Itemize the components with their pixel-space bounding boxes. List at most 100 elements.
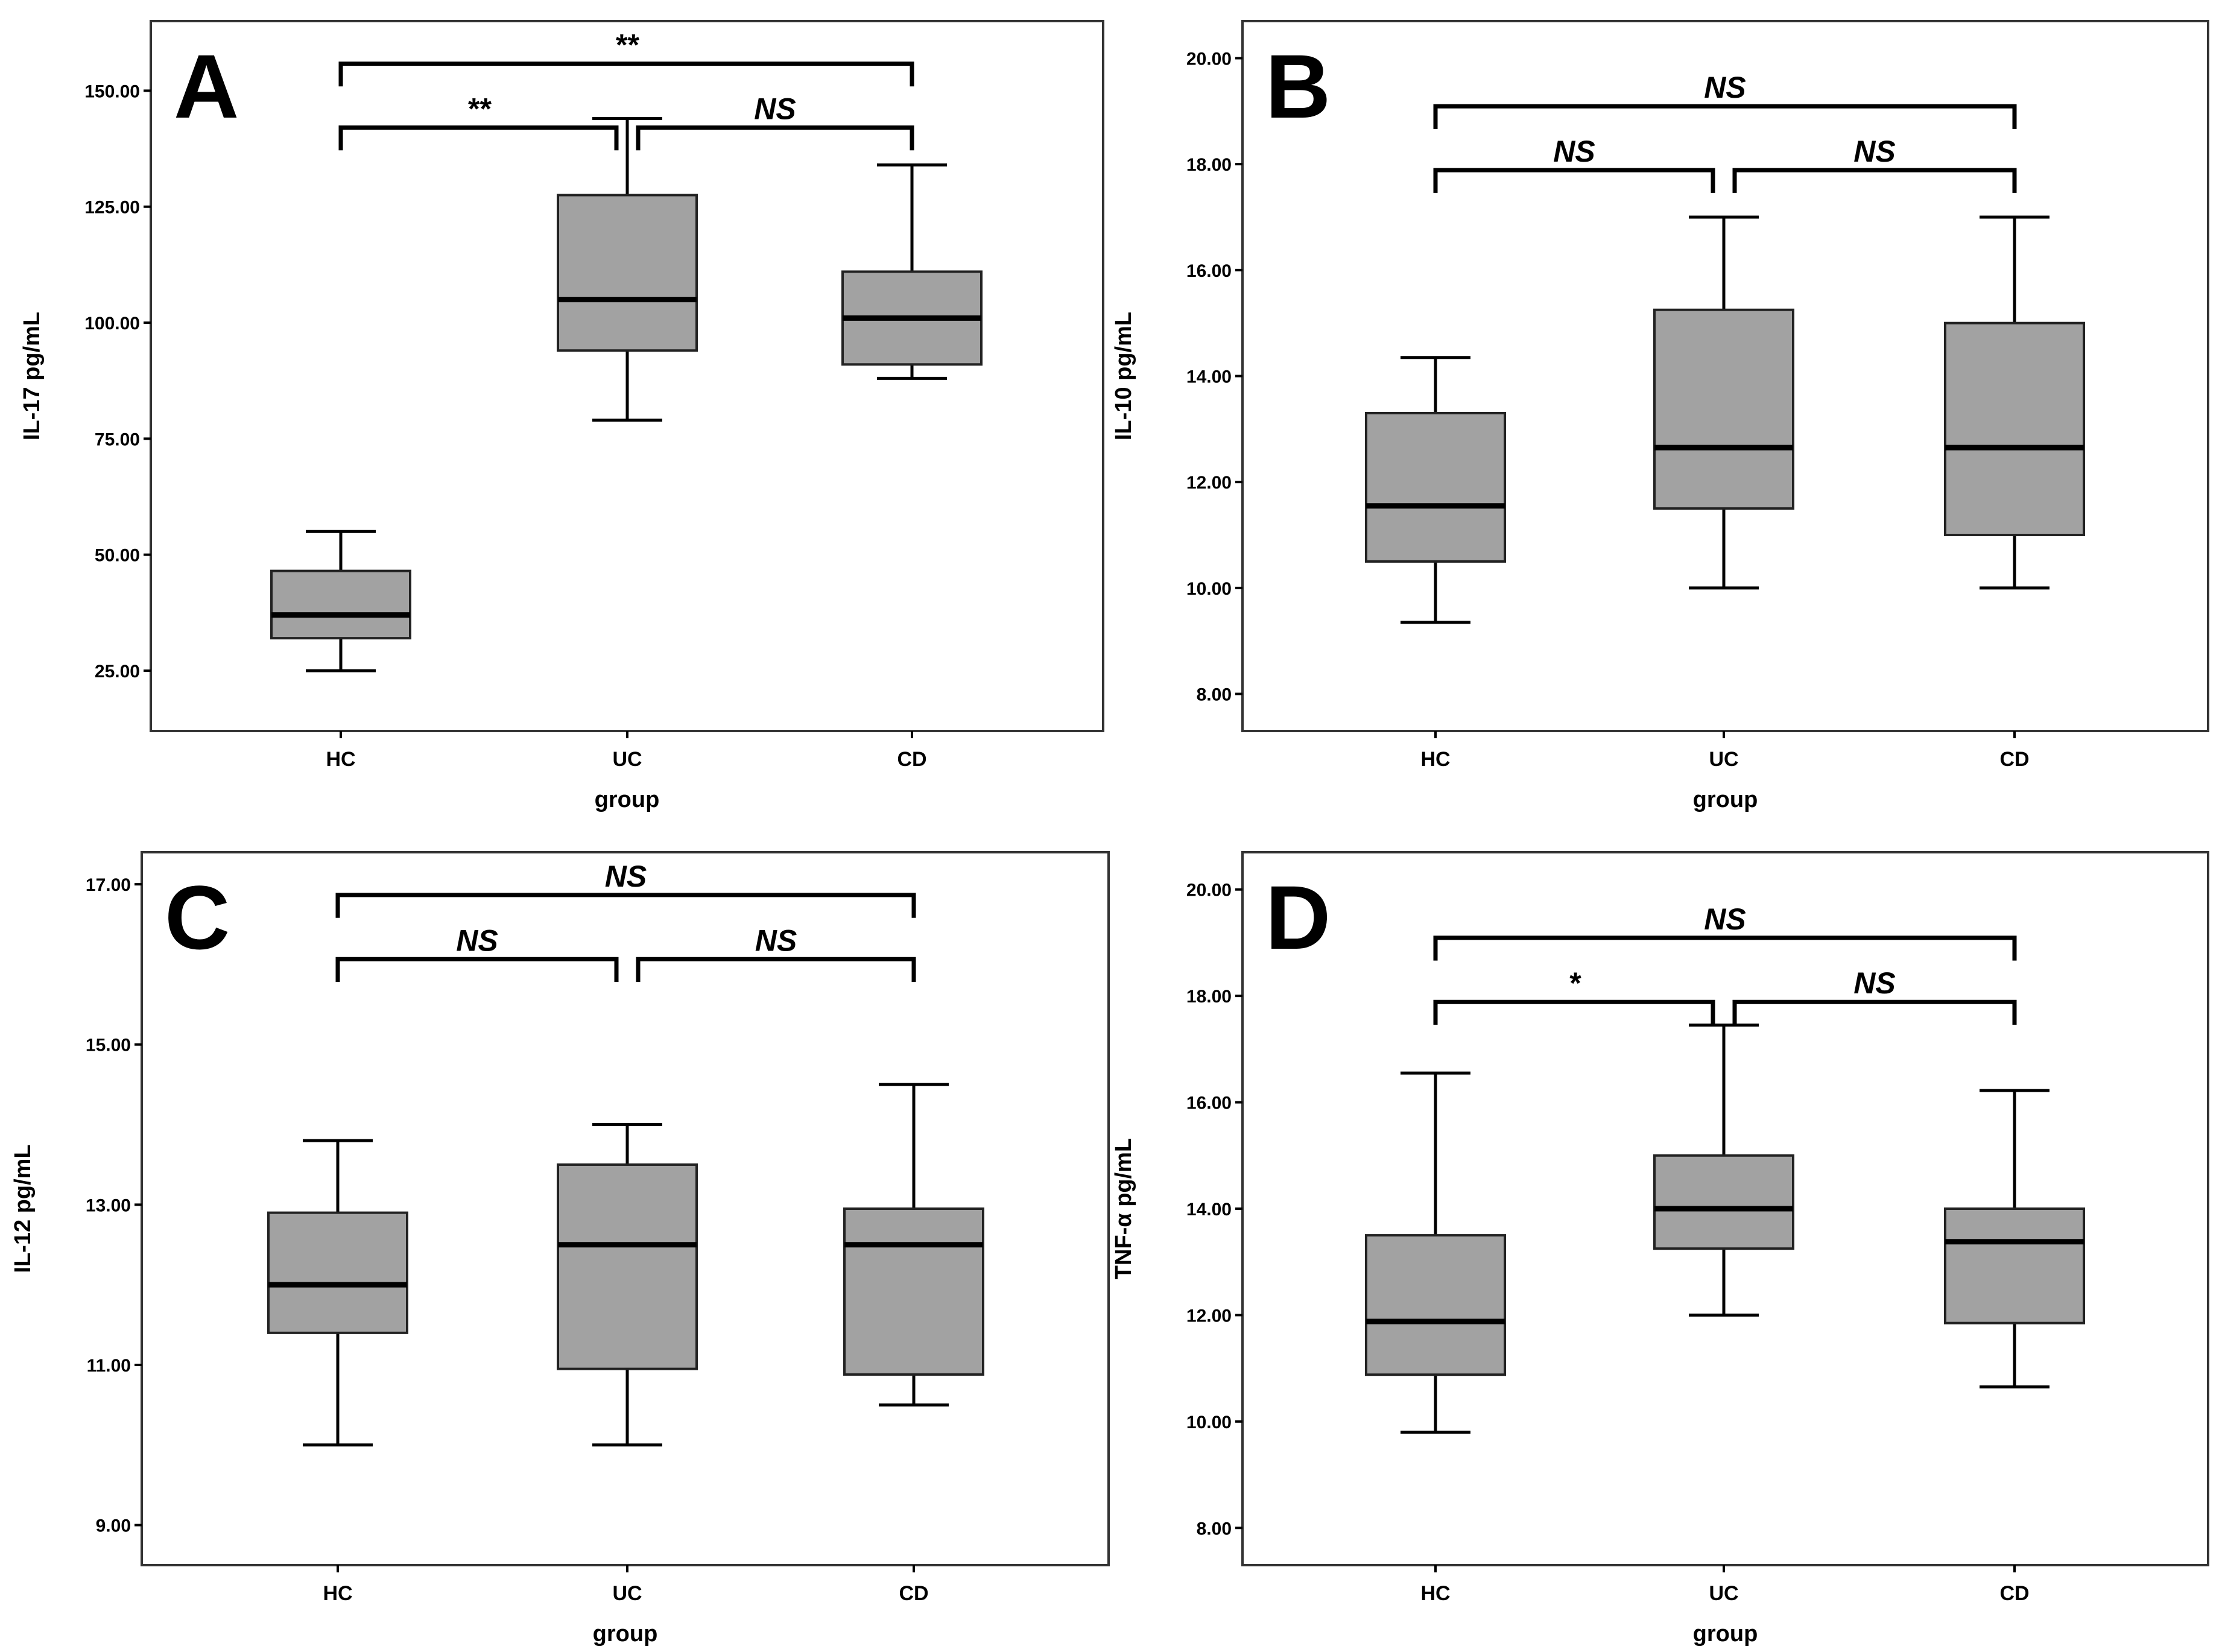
- box-uc: [1653, 1024, 1794, 1317]
- x-tick-label: CD: [1999, 748, 2029, 771]
- significance-label: NS: [1704, 71, 1746, 104]
- y-axis-title: IL-10 pg/mL: [1111, 312, 1136, 440]
- y-tick-label: 11.00: [87, 1356, 131, 1376]
- iqr-box: [270, 569, 411, 640]
- y-tick-label: 12.00: [1186, 1306, 1232, 1326]
- y-axis-title: IL-12 pg/mL: [10, 1144, 36, 1273]
- y-tick-label: 20.00: [1186, 49, 1232, 69]
- x-tick-label: HC: [1420, 1582, 1450, 1605]
- x-tick-label: CD: [1999, 1582, 2029, 1605]
- y-tick-label: 50.00: [95, 546, 140, 566]
- x-tick-label: CD: [897, 748, 926, 771]
- significance-label: **: [615, 28, 639, 62]
- significance-bracket: NS: [335, 859, 916, 918]
- y-tick-label: 150.00: [84, 81, 140, 101]
- bracket-line: [1433, 935, 2017, 961]
- x-tick-label: HC: [323, 1582, 352, 1605]
- panel-letter: C: [165, 867, 230, 968]
- y-tick-label: 25.00: [95, 662, 140, 682]
- bracket-line: [1732, 999, 2017, 1025]
- iqr-box: [1944, 321, 2085, 537]
- x-tick-label: UC: [1709, 748, 1738, 771]
- x-tick-label: HC: [326, 748, 355, 771]
- bracket-line: [335, 893, 916, 918]
- y-tick-label: 125.00: [84, 198, 140, 218]
- panel-letter: A: [174, 36, 239, 137]
- iqr-box: [557, 1163, 698, 1370]
- significance-label: *: [1568, 966, 1581, 1000]
- y-tick-label: 16.00: [1186, 261, 1232, 281]
- y-axis-title: IL-17 pg/mL: [19, 312, 45, 440]
- iqr-box: [1653, 308, 1794, 510]
- y-tick-label: 100.00: [84, 314, 140, 334]
- bracket-line: [335, 957, 619, 983]
- iqr-box: [1944, 1207, 2085, 1324]
- significance-bracket: NS: [1433, 135, 1715, 193]
- significance-label: NS: [1704, 902, 1746, 936]
- significance-bracket: NS: [1433, 71, 2017, 129]
- box-hc: [1365, 356, 1506, 624]
- significance-label: NS: [456, 923, 498, 957]
- y-tick-label: 8.00: [1197, 1519, 1232, 1539]
- y-tick-label: 17.00: [86, 875, 131, 895]
- x-axis-title: group: [1693, 1621, 1758, 1647]
- plot-frame: [141, 851, 1110, 1566]
- iqr-box: [267, 1211, 408, 1334]
- box-cd: [841, 163, 983, 380]
- y-tick-label: 13.00: [86, 1195, 131, 1215]
- significance-label: NS: [755, 923, 797, 957]
- significance-bracket: **: [338, 92, 619, 151]
- x-tick-label: UC: [1709, 1582, 1738, 1605]
- box-cd: [843, 1083, 984, 1407]
- x-tick-label: UC: [612, 748, 642, 771]
- box-uc: [557, 117, 698, 422]
- y-tick-label: 10.00: [1186, 1413, 1232, 1432]
- y-tick-label: 12.00: [1186, 473, 1232, 493]
- y-tick-label: 15.00: [86, 1036, 131, 1055]
- panel-a: 25.00 50.00 75.00 100.00 125.00 150.00 HC UC CD g…: [19, 20, 1104, 812]
- box-uc: [1653, 215, 1794, 590]
- y-tick-label: 75.00: [95, 429, 140, 449]
- bracket-line: [636, 957, 916, 983]
- bracket-line: [1433, 999, 1715, 1025]
- y-tick-label: 8.00: [1197, 685, 1232, 705]
- significance-bracket: **: [338, 28, 914, 87]
- bracket-line: [636, 125, 914, 151]
- iqr-box: [1365, 411, 1506, 563]
- significance-label: NS: [1853, 966, 1895, 1000]
- box-hc: [267, 1139, 408, 1447]
- iqr-box: [843, 1207, 984, 1376]
- y-tick-label: 18.00: [1186, 987, 1232, 1007]
- significance-label: NS: [1553, 135, 1595, 168]
- box-uc: [557, 1123, 698, 1447]
- significance-bracket: *: [1433, 966, 1715, 1025]
- box-hc: [1365, 1071, 1506, 1434]
- x-axis-title: group: [593, 1621, 658, 1647]
- x-tick-label: CD: [899, 1582, 928, 1605]
- bracket-line: [338, 62, 914, 87]
- significance-bracket: NS: [636, 92, 914, 151]
- bracket-line: [1732, 168, 2017, 193]
- bracket-line: [1433, 104, 2017, 129]
- y-tick-label: 20.00: [1186, 881, 1232, 900]
- significance-label: **: [467, 92, 492, 126]
- y-tick-label: 14.00: [1186, 367, 1232, 387]
- y-tick-label: 10.00: [1186, 579, 1232, 599]
- significance-bracket: NS: [636, 923, 916, 983]
- panel-letter: D: [1265, 867, 1331, 968]
- significance-bracket: NS: [1732, 135, 2017, 193]
- bracket-line: [1433, 168, 1715, 193]
- iqr-box: [1365, 1234, 1506, 1376]
- significance-label: NS: [1853, 135, 1895, 168]
- bracket-line: [338, 125, 619, 151]
- significance-bracket: NS: [1732, 966, 2017, 1025]
- iqr-box: [1653, 1154, 1794, 1250]
- panel-b: 8.00 10.00 12.00 14.00 16.00 18.00 20.00 HC UC CD…: [1111, 20, 2209, 812]
- y-tick-label: 9.00: [96, 1516, 131, 1536]
- x-tick-label: UC: [612, 1582, 642, 1605]
- panel-d: 8.00 10.00 12.00 14.00 16.00 18.00 20.00 HC UC CD…: [1111, 851, 2209, 1647]
- panel-c: 9.00 11.00 13.00 15.00 17.00 HC UC CD group IL-12…: [10, 851, 1110, 1647]
- y-tick-label: 18.00: [1186, 155, 1232, 175]
- box-cd: [1944, 215, 2085, 590]
